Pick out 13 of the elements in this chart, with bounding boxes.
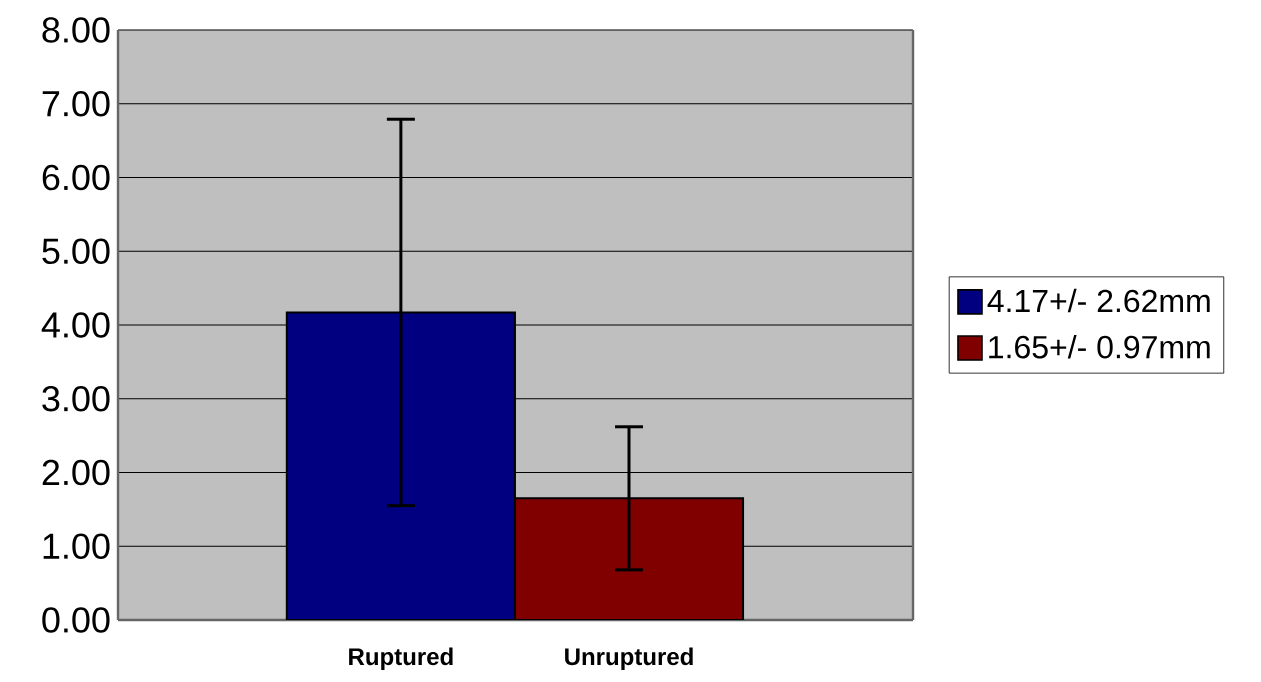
y-tick-label: 3.00 — [42, 386, 110, 412]
y-tick-label: 7.00 — [42, 91, 110, 117]
y-tick-label: 0.00 — [42, 607, 110, 633]
x-tick-label: Ruptured — [349, 647, 453, 670]
legend-label: 1.65+/- 0.97mm — [989, 334, 1210, 359]
y-tick-label: 1.00 — [43, 533, 110, 559]
y-tick-label: 8.00 — [42, 17, 110, 43]
x-tick-label: Unruptured — [565, 647, 693, 670]
legend-label: 4.17+/- 2.62mm — [987, 288, 1210, 313]
y-tick-label: 6.00 — [42, 164, 110, 191]
y-tick-label: 5.00 — [42, 238, 110, 264]
y-tick-label: 2.00 — [42, 459, 110, 486]
y-tick-label: 4.00 — [41, 312, 110, 338]
